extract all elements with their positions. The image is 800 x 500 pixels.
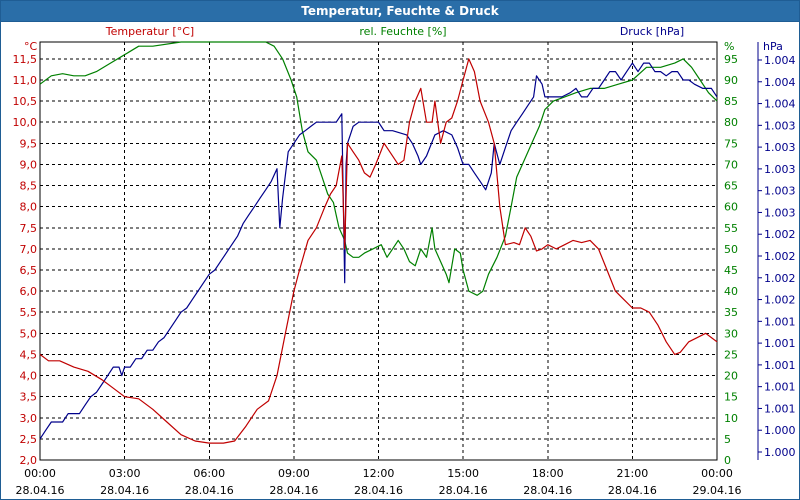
temperature-tick-label: 4,0 <box>20 370 38 383</box>
pressure-tick-label: 1.003 <box>764 163 796 176</box>
humidity-axis-label: rel. Feuchte [%] <box>359 25 446 38</box>
date-tick-label: 29.04.16 <box>693 484 742 497</box>
time-tick-label: 06:00 <box>193 467 225 480</box>
temperature-tick-label: 11,0 <box>13 74 38 87</box>
pressure-ticks: 1.000 1.000 1.001 1.001 1.001 1.001 1.001 1.002… <box>758 54 796 459</box>
pressure-tick-label: 1.003 <box>764 119 796 132</box>
humidity-tick-label: 10 <box>724 412 738 425</box>
temperature-tick-label: 2,5 <box>20 433 38 446</box>
pressure-tick-label: 1.001 <box>764 402 796 415</box>
pressure-tick-label: 1.000 <box>764 446 796 459</box>
window-title: Temperatur, Feuchte & Druck <box>301 4 499 18</box>
time-tick-label: 03:00 <box>109 467 141 480</box>
title-bar: Temperatur, Feuchte & Druck <box>1 1 799 22</box>
pressure-series-line <box>39 62 718 440</box>
pressure-tick-label: 1.002 <box>764 272 796 285</box>
pressure-tick-label: 1.003 <box>764 185 796 198</box>
pressure-tick-label: 1.002 <box>764 228 796 241</box>
humidity-tick-label: 30 <box>724 327 738 340</box>
humidity-ticks: 0 5 10 15 20 25 30 35 40 45 50 55 60 65 70 75 80 85 90 95 <box>724 53 738 467</box>
temperature-tick-label: 9,5 <box>20 137 38 150</box>
humidity-tick-label: 50 <box>724 243 738 256</box>
time-tick-label: 09:00 <box>278 467 310 480</box>
temperature-tick-label: 8,0 <box>20 201 38 214</box>
date-tick-label: 28.04.16 <box>439 484 488 497</box>
time-tick-label: 18:00 <box>532 467 564 480</box>
temperature-tick-label: 6,5 <box>20 264 38 277</box>
humidity-tick-label: 55 <box>724 222 738 235</box>
time-tick-label: 00:00 <box>701 467 733 480</box>
temperature-ticks: 2,0 2,5 3,0 3,5 4,0 4,5 5,0 5,5 6,0 6,5 7,0 7,5 8,0 8… <box>13 53 38 467</box>
date-tick-label: 28.04.16 <box>185 484 234 497</box>
humidity-tick-label: 5 <box>724 433 731 446</box>
pressure-tick-label: 1.003 <box>764 141 796 154</box>
temperature-tick-label: 10,5 <box>13 95 38 108</box>
pressure-tick-label: 1.001 <box>764 315 796 328</box>
pressure-tick-label: 1.002 <box>764 294 796 307</box>
temperature-tick-label: 8,5 <box>20 180 38 193</box>
temperature-tick-label: 6,0 <box>20 285 38 298</box>
pressure-tick-label: 1.001 <box>764 337 796 350</box>
temperature-tick-label: 4,5 <box>20 348 38 361</box>
time-tick-label: 12:00 <box>363 467 395 480</box>
pressure-tick-label: 1.000 <box>764 424 796 437</box>
pressure-tick-label: 1.001 <box>764 381 796 394</box>
humidity-tick-label: 90 <box>724 74 738 87</box>
humidity-tick-label: 35 <box>724 306 738 319</box>
humidity-tick-label: 25 <box>724 348 738 361</box>
temperature-tick-label: 9,0 <box>20 158 38 171</box>
time-tick-label: 15:00 <box>447 467 479 480</box>
date-tick-label: 28.04.16 <box>354 484 403 497</box>
temperature-series-line <box>39 58 718 444</box>
pressure-tick-label: 1.004 <box>764 98 796 111</box>
temperature-tick-label: 3,0 <box>20 412 38 425</box>
humidity-unit-label: % <box>724 40 734 53</box>
humidity-tick-label: 15 <box>724 391 738 404</box>
pressure-tick-label: 1.004 <box>764 54 796 67</box>
humidity-tick-label: 70 <box>724 158 738 171</box>
pressure-tick-label: 1.003 <box>764 206 796 219</box>
pressure-tick-label: 1.002 <box>764 250 796 263</box>
humidity-tick-label: 0 <box>724 454 731 467</box>
humidity-tick-label: 80 <box>724 116 738 129</box>
time-tick-label: 21:00 <box>617 467 649 480</box>
humidity-tick-label: 75 <box>724 137 738 150</box>
grid-lines <box>40 42 717 460</box>
date-tick-label: 28.04.16 <box>523 484 572 497</box>
temperature-tick-label: 7,0 <box>20 243 38 256</box>
humidity-tick-label: 60 <box>724 201 738 214</box>
temperature-tick-label: 5,5 <box>20 306 38 319</box>
date-tick-label: 28.04.16 <box>269 484 318 497</box>
pressure-axis-label: Druck [hPa] <box>620 25 684 38</box>
temperature-unit-label: °C <box>24 40 38 53</box>
date-tick-label: 28.04.16 <box>100 484 149 497</box>
date-tick-label: 28.04.16 <box>16 484 65 497</box>
humidity-tick-label: 85 <box>724 95 738 108</box>
humidity-tick-label: 40 <box>724 285 738 298</box>
pressure-unit-label: hPa <box>763 40 783 53</box>
series-layer <box>39 41 718 444</box>
temperature-tick-label: 7,5 <box>20 222 38 235</box>
date-tick-label: 28.04.16 <box>608 484 657 497</box>
humidity-tick-label: 20 <box>724 370 738 383</box>
humidity-tick-label: 45 <box>724 264 738 277</box>
temperature-tick-label: 2,0 <box>20 454 38 467</box>
temperature-tick-label: 11,5 <box>13 53 38 66</box>
axis-labels: Temperatur [°C] rel. Feuchte [%] Druck [… <box>24 25 783 53</box>
temperature-tick-label: 3,5 <box>20 391 38 404</box>
temperature-axis-label: Temperatur [°C] <box>105 25 194 38</box>
temperature-tick-label: 10,0 <box>13 116 38 129</box>
time-tick-label: 00:00 <box>24 467 56 480</box>
time-ticks: 00:00 28.04.16 03:00 28.04.16 06:00 28.04.16 0… <box>16 467 742 497</box>
pressure-tick-label: 1.004 <box>764 76 796 89</box>
pressure-tick-label: 1.001 <box>764 359 796 372</box>
humidity-tick-label: 95 <box>724 53 738 66</box>
temperature-tick-label: 5,0 <box>20 327 38 340</box>
humidity-tick-label: 65 <box>724 180 738 193</box>
humidity-series-line <box>39 41 718 296</box>
